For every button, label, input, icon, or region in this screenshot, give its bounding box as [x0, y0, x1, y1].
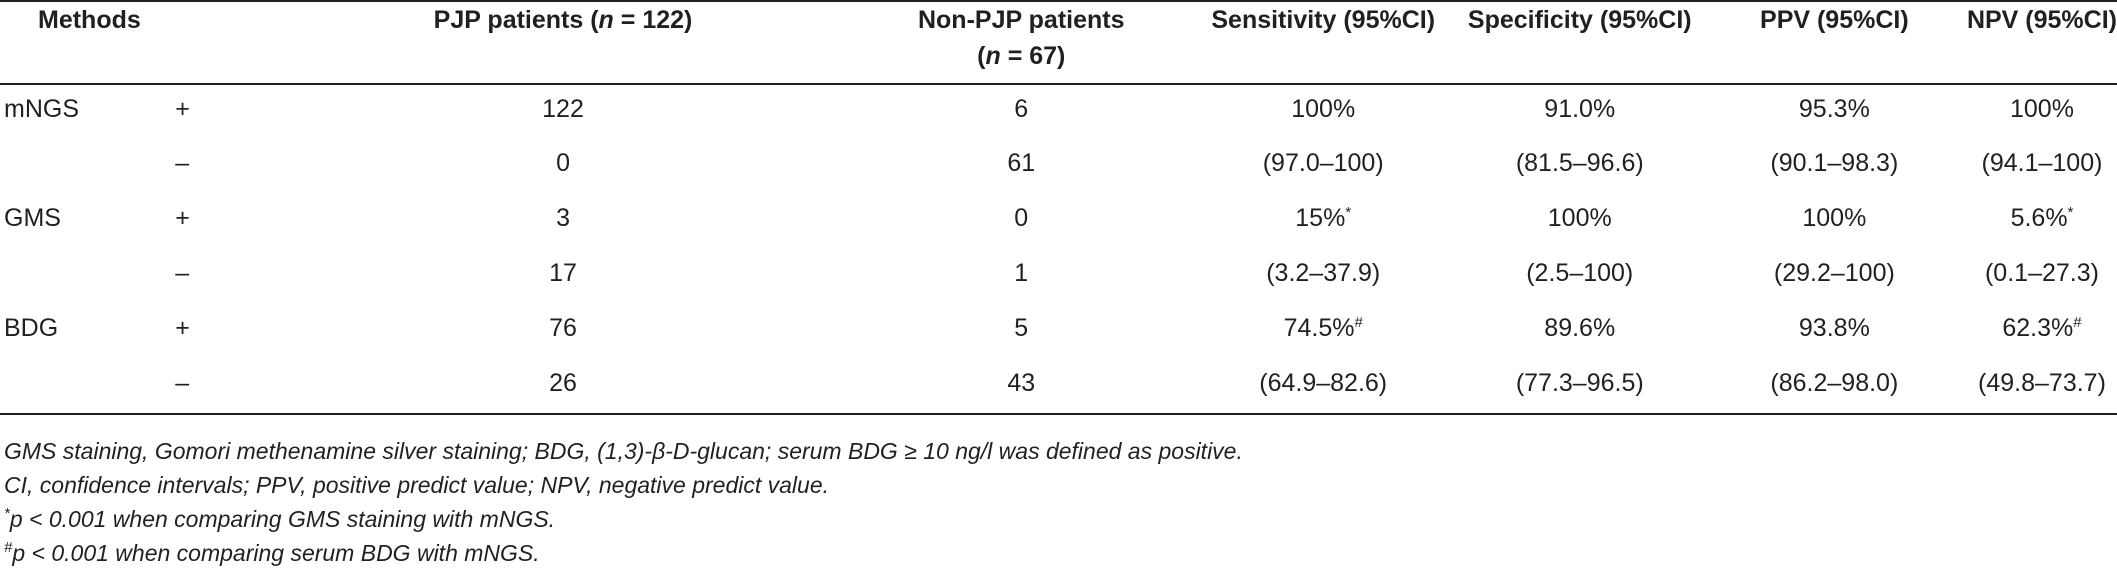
non-pjp-count-cell: 1: [1014, 259, 1029, 287]
specificity-cell: 91.0%: [1544, 95, 1616, 123]
header-sensitivity: Sensitivity (95%CI): [1211, 6, 1436, 34]
sensitivity-cell: (64.9–82.6): [1188, 359, 1458, 415]
npv-cell: (94.1–100): [1981, 149, 2103, 177]
sensitivity-cell: 100%: [1291, 95, 1356, 123]
table-row: BDG + 76 5 74.5%# 89.6% 93.8% 62.3%#: [0, 304, 2117, 359]
specificity-cell: (81.5–96.6): [1515, 149, 1644, 177]
ppv-cell: 95.3%: [1798, 95, 1870, 123]
non-pjp-count-cell: 0: [1014, 204, 1029, 232]
table-footnotes: GMS staining, Gomori methenamine silver …: [4, 434, 1243, 570]
pjp-count-cell: 3: [556, 204, 570, 232]
header-npv: NPV (95%CI): [1966, 6, 2117, 34]
table-row: – 17 1 (3.2–37.9) (2.5–100) (29.2–100) (…: [0, 249, 2117, 304]
non-pjp-count-cell: 5: [1014, 314, 1029, 342]
specificity-cell: (77.3–96.5): [1457, 359, 1702, 415]
table-row: mNGS + 122 6 100% 91.0% 95.3% 100%: [0, 84, 2117, 139]
sensitivity-cell: 15%*: [1295, 204, 1352, 232]
ppv-cell: 100%: [1802, 204, 1867, 232]
pjp-count-cell: 17: [549, 259, 577, 287]
npv-cell: 62.3%#: [2002, 314, 2082, 342]
method-cell: BDG: [4, 314, 59, 342]
header-row: Methods PJP patients (n = 122) Non-PJP p…: [0, 1, 2117, 84]
specificity-cell: 100%: [1547, 204, 1612, 232]
sign-cell: +: [175, 204, 190, 232]
ppv-cell: (86.2–98.0): [1701, 359, 1967, 415]
specificity-cell: (2.5–100): [1526, 259, 1634, 287]
ppv-cell: (29.2–100): [1773, 259, 1895, 287]
pjp-count-cell: 26: [272, 359, 854, 415]
table-row: – 0 61 (97.0–100) (81.5–96.6) (90.1–98.3…: [0, 139, 2117, 194]
sign-cell: +: [175, 95, 190, 123]
pjp-count-cell: 0: [556, 149, 570, 177]
npv-cell: 5.6%*: [2010, 204, 2074, 232]
header-methods: Methods: [38, 6, 141, 34]
footnote-abbreviations-ci-ppv-npv: CI, confidence intervals; PPV, positive …: [4, 472, 830, 498]
pjp-count-cell: 76: [549, 314, 577, 342]
sign-cell: –: [137, 359, 273, 415]
footnote-asterisk: *p < 0.001 when comparing GMS staining w…: [4, 505, 556, 532]
method-cell: [0, 139, 137, 194]
method-cell: [0, 359, 138, 415]
table-body: mNGS + 122 6 100% 91.0% 95.3% 100% – 0 6…: [0, 84, 2117, 415]
footnote-abbreviations-gms-bdg: GMS staining, Gomori methenamine silver …: [4, 438, 1243, 464]
header-non-pjp-patients: Non-PJP patients (n = 67): [917, 6, 1125, 70]
sensitivity-cell: 74.5%#: [1283, 314, 1363, 342]
ppv-cell: 93.8%: [1798, 314, 1870, 342]
non-pjp-count-cell: 43: [853, 359, 1189, 415]
non-pjp-count-cell: 61: [1007, 149, 1036, 177]
method-cell: mNGS: [4, 95, 79, 123]
header-specificity: Specificity (95%CI): [1467, 6, 1692, 34]
sign-cell: –: [175, 149, 190, 177]
sensitivity-cell: (3.2–37.9): [1266, 259, 1381, 287]
sensitivity-cell: (97.0–100): [1262, 149, 1384, 177]
npv-cell: 100%: [2010, 95, 2074, 123]
footnote-hash: #p < 0.001 when comparing serum BDG with…: [4, 539, 540, 566]
header-pjp-patients: PJP patients (n = 122): [433, 6, 693, 34]
non-pjp-count-cell: 6: [1014, 95, 1029, 123]
results-table: Methods PJP patients (n = 122) Non-PJP p…: [0, 1, 2117, 415]
sign-cell: –: [175, 259, 190, 287]
specificity-cell: 89.6%: [1544, 314, 1616, 342]
method-cell: [0, 249, 137, 304]
table-row: – 26 43 (64.9–82.6) (77.3–96.5) (86.2–98…: [0, 359, 2117, 415]
npv-cell: (49.8–73.7): [1966, 359, 2117, 415]
table-row: GMS + 3 0 15%* 100% 100% 5.6%*: [0, 194, 2117, 249]
pjp-count-cell: 122: [542, 95, 584, 123]
method-cell: GMS: [4, 204, 61, 232]
npv-cell: (0.1–27.3): [1984, 259, 2099, 287]
ppv-cell: (90.1–98.3): [1770, 149, 1899, 177]
header-ppv: PPV (95%CI): [1760, 6, 1909, 34]
sign-cell: +: [175, 314, 190, 342]
